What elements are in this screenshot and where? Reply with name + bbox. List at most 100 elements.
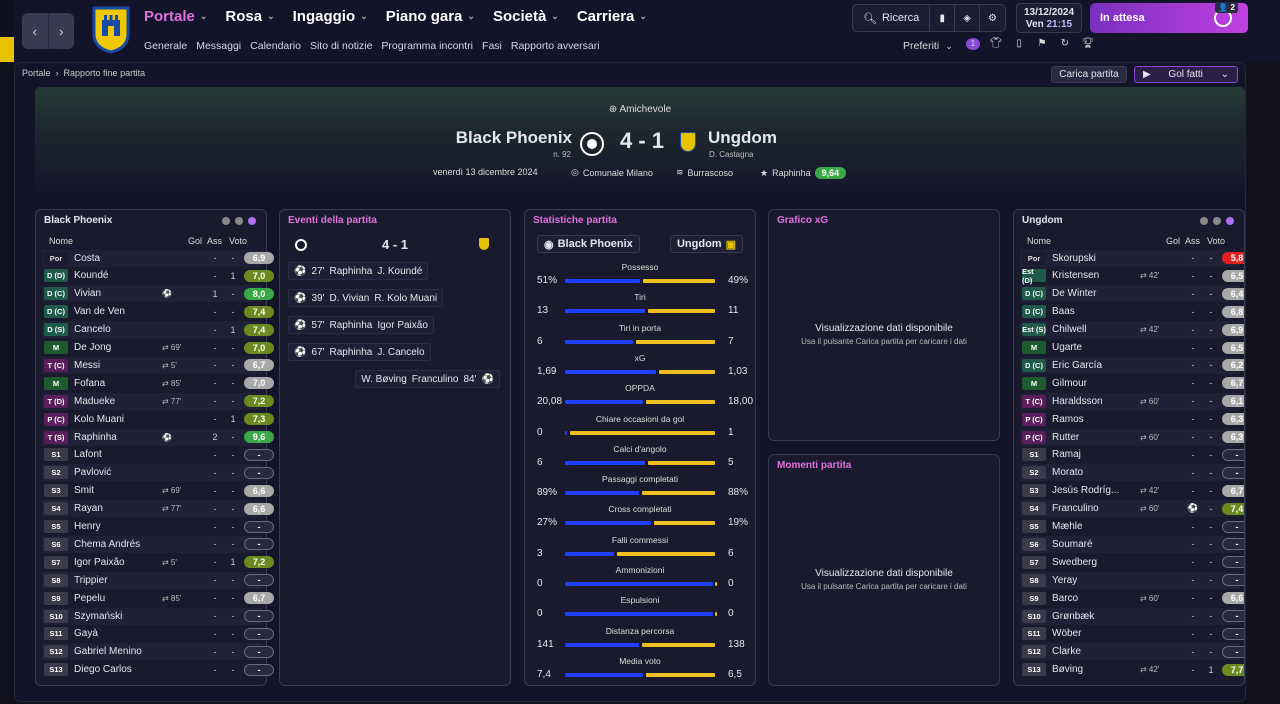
player-name[interactable]: Gabriel Menino xyxy=(74,646,142,658)
table-row[interactable]: S8 Trippier - - - xyxy=(44,572,274,588)
player-name[interactable]: Clarke xyxy=(1052,646,1081,658)
player-name[interactable]: Wöber xyxy=(1052,628,1082,640)
date-time-display[interactable]: 13/12/2024 Ven 21:15 xyxy=(1016,3,1082,33)
breadcrumb-root[interactable]: Portale xyxy=(22,68,51,78)
table-row[interactable]: S11 Gayà - - - xyxy=(44,626,274,642)
col-name[interactable]: Nome xyxy=(1027,236,1052,246)
favorites-dropdown[interactable]: Preferiti ⌄ xyxy=(903,40,953,52)
player-name[interactable]: Vivian xyxy=(74,288,102,300)
shirt-icon[interactable]: 👕︎ xyxy=(989,38,1003,49)
subnav-item[interactable]: Generale xyxy=(144,40,188,52)
player-name[interactable]: Smit xyxy=(74,485,94,497)
table-row[interactable]: S1 Lafont - - - xyxy=(44,447,274,463)
subnav-item[interactable]: Programma incontri xyxy=(381,40,474,52)
col-assists[interactable]: Ass xyxy=(207,236,223,246)
table-row[interactable]: S3 Jesús Rodríg... ⇄ 42' - -6,7 xyxy=(1022,483,1244,499)
goal-event-home[interactable]: ⚽ 67' Raphinha J. Cancelo xyxy=(288,343,431,361)
table-row[interactable]: S3 Smit ⇄ 69' - -6,6 xyxy=(44,483,274,499)
player-name[interactable]: Gayà xyxy=(74,628,98,640)
away-team-name[interactable]: Ungdom xyxy=(708,128,777,147)
table-row[interactable]: S2 Morato - - - xyxy=(1022,465,1244,481)
player-name[interactable]: Ugarte xyxy=(1052,342,1083,353)
player-name[interactable]: Eric García xyxy=(1052,359,1103,371)
player-name[interactable]: Yeray xyxy=(1052,574,1078,586)
table-row[interactable]: M Fofana ⇄ 85' - -7,0 xyxy=(44,375,274,391)
dot[interactable] xyxy=(1226,217,1234,225)
player-name[interactable]: Grønbæk xyxy=(1052,610,1095,622)
player-name[interactable]: Morato xyxy=(1052,467,1084,479)
table-row[interactable]: S12 Gabriel Menino - - - xyxy=(44,644,274,660)
col-name[interactable]: Nome xyxy=(49,236,74,246)
player-name[interactable]: Franculino xyxy=(1052,503,1099,515)
table-row[interactable]: S10 Szymański - - - xyxy=(44,608,274,624)
table-row[interactable]: S1 Ramaj - - - xyxy=(1022,447,1244,463)
table-row[interactable]: D (C) Eric García - -6,2 xyxy=(1022,357,1244,373)
subnav-item[interactable]: Fasi xyxy=(482,40,502,52)
continue-button[interactable]: In attesa 👤 2 xyxy=(1090,2,1248,33)
player-name[interactable]: Messi xyxy=(74,359,101,371)
table-row[interactable]: D (C) Van de Ven - -7,4 xyxy=(44,304,274,320)
player-name[interactable]: Van de Ven xyxy=(74,306,125,318)
club-crest-icon[interactable] xyxy=(92,6,130,54)
player-name[interactable]: Soumaré xyxy=(1052,538,1093,550)
goals-dropdown[interactable]: ▶ Gol fatti ⌄ xyxy=(1134,66,1238,83)
subnav-item[interactable]: Rapporto avversari xyxy=(510,40,600,52)
phone-icon[interactable]: ▯ xyxy=(1016,38,1022,49)
table-row[interactable]: S4 Rayan ⇄ 77' - -6,6 xyxy=(44,501,274,517)
goal-event-home[interactable]: ⚽ 57' Raphinha Igor Paixão xyxy=(288,316,434,334)
player-name[interactable]: Cancelo xyxy=(74,324,111,336)
player-name[interactable]: Haraldsson xyxy=(1052,395,1103,407)
table-row[interactable]: S13 Diego Carlos - - - xyxy=(44,662,274,678)
player-name[interactable]: Ramaj xyxy=(1052,449,1081,461)
table-row[interactable]: S10 Grønbæk - - - xyxy=(1022,608,1244,624)
player-name[interactable]: Mæhle xyxy=(1052,521,1083,532)
table-row[interactable]: P (C) Rutter ⇄ 60' - -6,3 xyxy=(1022,429,1244,445)
tactics-icon[interactable]: ⚑ xyxy=(1037,38,1047,49)
table-row[interactable]: M Ugarte - -6,5 xyxy=(1022,340,1244,356)
table-row[interactable]: S8 Yeray - - - xyxy=(1022,572,1244,588)
table-row[interactable]: D (C) De Winter - -6,4 xyxy=(1022,286,1244,302)
nav-item-portale[interactable]: Portale ⌄ xyxy=(144,8,207,25)
gear-icon[interactable]: ⚙ xyxy=(988,12,998,24)
player-name[interactable]: Costa xyxy=(74,252,101,264)
table-row[interactable]: D (D) Koundé - 1 7,0 xyxy=(44,268,274,284)
table-row[interactable]: T (C) Haraldsson ⇄ 60' - -6,1 xyxy=(1022,393,1244,409)
table-row[interactable]: M Gilmour - -6,7 xyxy=(1022,375,1244,391)
player-name[interactable]: De Jong xyxy=(74,342,112,353)
player-name[interactable]: Fofana xyxy=(74,377,106,389)
home-team-name[interactable]: Black Phoenix xyxy=(455,128,572,147)
dot[interactable] xyxy=(235,217,243,225)
player-name[interactable]: Madueke xyxy=(74,395,116,407)
table-row[interactable]: S6 Chema Andrés - - - xyxy=(44,536,274,552)
nav-item-piano-gara[interactable]: Piano gara ⌄ xyxy=(386,8,475,25)
table-row[interactable]: S9 Pepelu ⇄ 85' - -6,7 xyxy=(44,590,274,606)
subnav-item[interactable]: Messaggi xyxy=(196,40,242,52)
player-name[interactable]: Swedberg xyxy=(1052,556,1098,568)
player-name[interactable]: Jesús Rodríg... xyxy=(1052,485,1120,497)
player-name[interactable]: Kolo Muani xyxy=(74,413,125,425)
table-row[interactable]: S5 Henry - - - xyxy=(44,519,274,535)
goal-event-away[interactable]: W. Bøving Franculino 84' ⚽ xyxy=(355,370,500,388)
col-rating[interactable]: Voto xyxy=(1207,236,1226,246)
player-name[interactable]: Henry xyxy=(74,521,101,532)
player-name[interactable]: Raphinha xyxy=(74,431,117,443)
table-row[interactable]: P (C) Kolo Muani - 1 7,3 xyxy=(44,411,274,427)
nav-item-ingaggio[interactable]: Ingaggio ⌄ xyxy=(293,8,368,25)
player-name[interactable]: Pepelu xyxy=(74,592,106,604)
table-row[interactable]: S11 Wöber - - - xyxy=(1022,626,1244,642)
bookmark-icon[interactable]: ▮ xyxy=(930,5,956,31)
back-arrow-icon[interactable]: ‹ xyxy=(32,23,37,39)
table-row[interactable]: S4 Franculino ⇄ 60' ⚽ -7,4 xyxy=(1022,501,1244,517)
table-row[interactable]: S6 Soumaré - - - xyxy=(1022,536,1244,552)
table-row[interactable]: S12 Clarke - - - xyxy=(1022,644,1244,660)
player-name[interactable]: Gilmour xyxy=(1052,377,1088,389)
dot[interactable] xyxy=(248,217,256,225)
club-icon[interactable]: ◈ xyxy=(955,5,981,31)
player-name[interactable]: Diego Carlos xyxy=(74,664,132,676)
player-name[interactable]: Ramos xyxy=(1052,413,1084,425)
goal-event-home[interactable]: ⚽ 27' Raphinha J. Koundé xyxy=(288,262,429,280)
nav-item-rosa[interactable]: Rosa ⌄ xyxy=(225,8,274,25)
table-row[interactable]: S9 Barco ⇄ 60' - -6,6 xyxy=(1022,590,1244,606)
dot[interactable] xyxy=(1213,217,1221,225)
player-name[interactable]: Igor Paixão xyxy=(74,556,125,568)
